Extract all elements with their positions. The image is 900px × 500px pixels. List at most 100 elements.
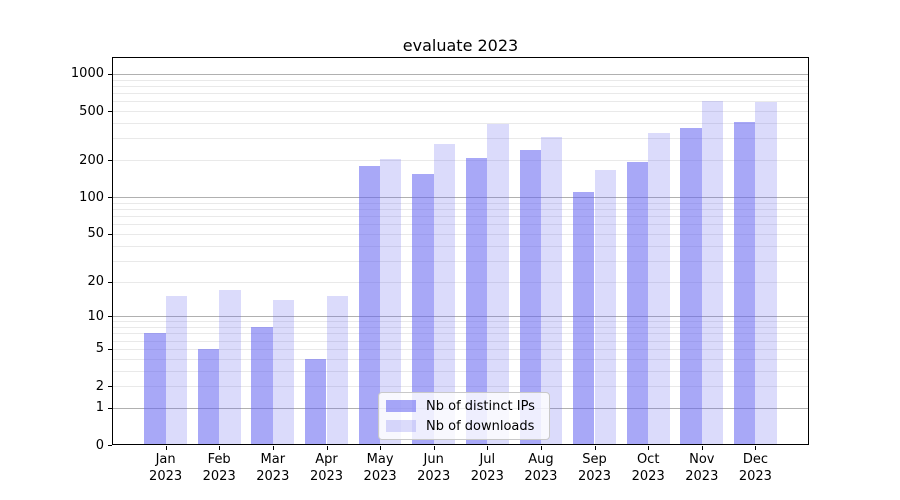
- y-tick-label: 1000: [70, 66, 104, 82]
- legend-swatch: [386, 400, 416, 412]
- x-tick-label: Jun 2023: [404, 452, 464, 485]
- x-tick-year: 2023: [577, 468, 612, 484]
- bar-distinct-ips-oct: [626, 161, 649, 445]
- major-gridline: [112, 197, 809, 199]
- bar-downloads-sep: [594, 170, 616, 445]
- bar-distinct-ips-aug: [519, 150, 541, 445]
- bar-distinct-ips-apr: [305, 358, 327, 445]
- minor-gridline: [112, 138, 809, 140]
- bar-distinct-ips-dec: [733, 122, 756, 445]
- y-tick-label: 1: [95, 400, 104, 416]
- x-tick-mark: [219, 446, 221, 450]
- x-tick-month: Nov: [689, 452, 715, 467]
- minor-gridline: [112, 358, 809, 360]
- bar-downloads-jul: [487, 124, 509, 445]
- y-tick-label: 2: [95, 378, 104, 394]
- minor-gridline: [112, 233, 809, 235]
- x-tick-year: 2023: [738, 468, 772, 484]
- x-tick-label: Dec 2023: [725, 452, 785, 485]
- minor-gridline: [112, 281, 809, 283]
- y-tick-mark: [108, 407, 112, 409]
- minor-gridline: [112, 79, 809, 81]
- y-tick-mark: [108, 197, 112, 199]
- bar-downloads-jan: [165, 296, 187, 445]
- x-tick-mark: [755, 446, 757, 450]
- x-tick-year: 2023: [202, 468, 236, 484]
- x-tick-mark: [648, 446, 650, 450]
- bar-distinct-ips-feb: [197, 348, 220, 445]
- x-tick-label: Mar 2023: [243, 452, 303, 485]
- minor-gridline: [112, 224, 809, 226]
- x-tick-year: 2023: [363, 468, 397, 484]
- major-gridline: [112, 73, 809, 75]
- legend-item-distinct-ips: Nb of distinct IPs: [386, 398, 542, 414]
- bar-downloads-jun: [433, 144, 456, 445]
- y-tick-mark: [108, 386, 112, 387]
- y-tick-label: 200: [79, 152, 104, 168]
- x-tick-year: 2023: [417, 468, 451, 484]
- minor-gridline: [112, 260, 809, 262]
- x-tick-label: May 2023: [350, 452, 410, 485]
- x-tick-year: 2023: [524, 468, 558, 484]
- legend-label: Nb of downloads: [426, 418, 535, 434]
- x-tick-label: Jan 2023: [136, 452, 196, 485]
- x-tick-month: Jun: [423, 452, 444, 467]
- x-tick-month: Aug: [528, 452, 554, 467]
- x-tick-label: Sep 2023: [565, 452, 625, 485]
- legend-item-downloads: Nb of downloads: [386, 418, 542, 434]
- y-tick-mark: [108, 111, 112, 113]
- x-tick-month: Jul: [479, 452, 496, 467]
- legend-label: Nb of distinct IPs: [426, 398, 535, 414]
- bar-downloads-dec: [755, 102, 777, 445]
- x-tick-label: Aug 2023: [511, 452, 571, 485]
- x-tick-month: Jan: [155, 452, 176, 467]
- bar-downloads-mar: [272, 299, 295, 445]
- x-tick-year: 2023: [685, 468, 719, 484]
- minor-gridline: [112, 216, 809, 217]
- x-tick-year: 2023: [309, 468, 344, 484]
- bar-distinct-ips-jan: [144, 333, 166, 445]
- x-tick-year: 2023: [256, 468, 290, 484]
- minor-gridline: [112, 321, 809, 323]
- minor-gridline: [112, 370, 809, 372]
- bar-distinct-ips-jul: [465, 157, 488, 445]
- x-tick-year: 2023: [631, 468, 665, 484]
- x-tick-month: Apr: [315, 452, 338, 467]
- bar-downloads-feb: [219, 289, 241, 445]
- minor-gridline: [112, 85, 809, 87]
- minor-gridline: [112, 160, 809, 162]
- x-tick-mark: [594, 446, 596, 450]
- x-tick-label: Feb 2023: [189, 452, 249, 485]
- minor-gridline: [112, 245, 809, 247]
- y-tick-label: 100: [79, 189, 104, 205]
- major-gridline: [112, 316, 809, 318]
- x-tick-mark: [487, 446, 489, 450]
- x-tick-mark: [433, 446, 435, 450]
- y-tick-mark: [108, 233, 112, 235]
- x-tick-mark: [540, 446, 542, 450]
- bar-distinct-ips-jun: [412, 173, 434, 445]
- y-tick-mark: [108, 73, 112, 75]
- y-tick-label: 10: [87, 308, 104, 324]
- minor-gridline: [112, 101, 809, 103]
- x-tick-label: Jul 2023: [457, 452, 517, 485]
- x-tick-label: Oct 2023: [618, 452, 678, 485]
- y-tick-mark: [108, 316, 112, 318]
- y-tick-label: 5: [95, 341, 104, 357]
- y-tick-mark: [108, 348, 112, 350]
- bar-distinct-ips-sep: [573, 192, 595, 445]
- y-tick-label: 0: [95, 437, 104, 453]
- y-tick-label: 500: [79, 103, 104, 119]
- x-tick-mark: [701, 446, 703, 450]
- x-tick-mark: [380, 446, 382, 450]
- bar-downloads-apr: [326, 296, 348, 445]
- bar-downloads-nov: [701, 101, 724, 445]
- y-tick-mark: [108, 160, 112, 162]
- bar-distinct-ips-may: [358, 165, 380, 445]
- minor-gridline: [112, 333, 809, 335]
- chart-title: evaluate 2023: [402, 36, 519, 55]
- y-tick-mark: [108, 445, 112, 446]
- bar-downloads-may: [380, 158, 402, 445]
- minor-gridline: [112, 93, 809, 94]
- x-tick-year: 2023: [149, 468, 183, 484]
